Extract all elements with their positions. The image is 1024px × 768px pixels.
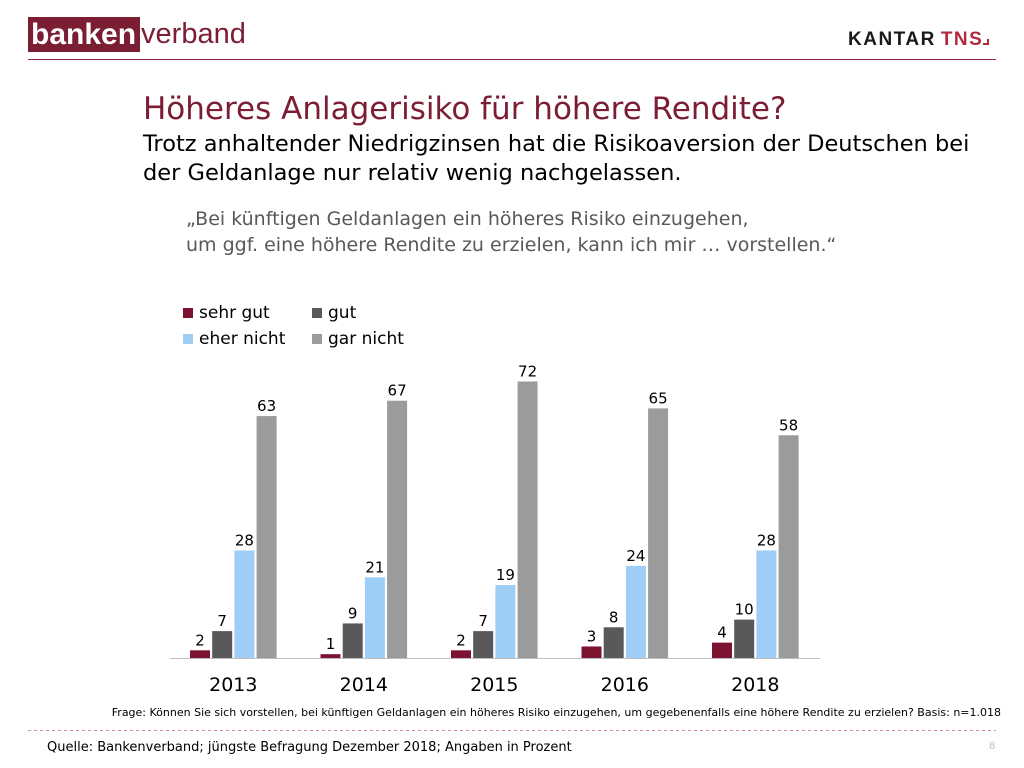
footer-divider [28,730,996,731]
data-label-sehr-gut-2018: 4 [717,624,727,642]
category-label-2013: 2013 [209,674,257,696]
statement-line-1: „Bei künftigen Geldanlagen ein höheres R… [186,208,749,230]
slide-title: Höheres Anlagerisiko für höhere Rendite? [143,91,787,127]
data-label-gar-nicht-2016: 65 [649,389,668,407]
data-label-gar-nicht-2014: 67 [388,382,407,400]
bar-gut-2018 [734,619,755,658]
data-label-gut-2015: 7 [478,612,488,630]
category-label-2014: 2014 [340,674,388,696]
category-label-2018: 2018 [731,674,779,696]
bar-eher-nicht-2018 [756,550,777,658]
category-label-2016: 2016 [601,674,649,696]
data-label-eher-nicht-2013: 28 [235,531,254,549]
logo-tns: TNS [940,29,984,50]
legend-label-eher-nicht: eher nicht [199,329,286,349]
subtitle-line-2: der Geldanlage nur relativ wenig nachgel… [143,160,682,186]
bar-gut-2013 [212,631,233,658]
legend-swatch-gut [312,308,322,318]
bar-eher-nicht-2014 [364,577,385,658]
data-label-sehr-gut-2014: 1 [326,635,336,653]
data-label-sehr-gut-2015: 2 [456,631,466,649]
bar-gar-nicht-2018 [778,435,799,658]
legend-item-eher-nicht: eher nicht [183,329,285,349]
bar-eher-nicht-2015 [495,585,516,658]
statement-line-2: um ggf. eine höhere Rendite zu erzielen,… [186,234,837,256]
category-label-2015: 2015 [470,674,518,696]
bar-sehr-gut-2016 [581,646,602,658]
data-label-gut-2013: 7 [217,612,227,630]
bar-gar-nicht-2016 [648,408,669,658]
data-label-gar-nicht-2018: 58 [779,416,798,434]
data-label-eher-nicht-2018: 28 [757,531,776,549]
chart-legend: sehr gut gut eher nicht gar nicht [183,303,423,349]
data-label-gar-nicht-2015: 72 [518,363,537,381]
data-label-sehr-gut-2016: 3 [587,627,597,645]
legend-label-gar-nicht: gar nicht [328,329,404,349]
bar-eher-nicht-2016 [625,565,646,658]
bankenverband-logo: banken verband [28,17,246,52]
bar-sehr-gut-2014 [320,654,341,658]
bar-gar-nicht-2013 [256,416,277,658]
legend-swatch-sehr-gut [183,308,193,318]
bar-gar-nicht-2015 [517,381,538,658]
legend-swatch-eher-nicht [183,334,193,344]
kantar-tns-logo: KANTAR TNS [848,29,990,51]
bar-gut-2016 [603,627,624,658]
data-label-gut-2016: 8 [609,608,619,626]
legend-swatch-gar-nicht [312,334,322,344]
bar-gut-2014 [342,623,363,658]
bar-chart: 2728632013192167201427197220153824652016… [170,363,820,696]
data-label-eher-nicht-2015: 19 [496,566,515,584]
bar-sehr-gut-2018 [712,642,732,658]
data-label-eher-nicht-2014: 21 [365,558,384,576]
page-number: 8 [989,741,996,752]
bar-gut-2015 [473,631,494,658]
logo-banken: banken [28,17,141,52]
legend-item-gar-nicht: gar nicht [312,329,404,349]
logo-kantar: KANTAR [848,29,936,50]
legend-item-gut: gut [312,303,356,323]
legend-label-sehr-gut: sehr gut [199,303,270,323]
survey-statement: „Bei künftigen Geldanlagen ein höheres R… [186,206,836,258]
data-label-gut-2014: 9 [348,604,358,622]
question-footnote: Frage: Können Sie sich vorstellen, bei k… [111,706,1001,719]
legend-label-gut: gut [328,303,357,323]
slide-subtitle: Trotz anhaltender Niedrigzinsen hat die … [143,130,969,188]
legend-item-sehr-gut: sehr gut [183,303,270,323]
data-label-sehr-gut-2013: 2 [195,631,205,649]
header-divider [28,59,996,60]
data-label-eher-nicht-2016: 24 [626,547,645,565]
source-note: Quelle: Bankenverband; jüngste Befragung… [47,740,572,755]
logo-tns-mark-icon [983,39,990,45]
data-label-gar-nicht-2013: 63 [257,397,276,415]
bar-sehr-gut-2015 [451,650,471,658]
bar-eher-nicht-2013 [234,550,255,658]
bar-sehr-gut-2013 [190,650,210,658]
bar-gar-nicht-2014 [387,400,408,658]
subtitle-line-1: Trotz anhaltender Niedrigzinsen hat die … [143,131,970,157]
logo-verband: verband [141,18,246,50]
data-label-gut-2018: 10 [735,601,754,619]
